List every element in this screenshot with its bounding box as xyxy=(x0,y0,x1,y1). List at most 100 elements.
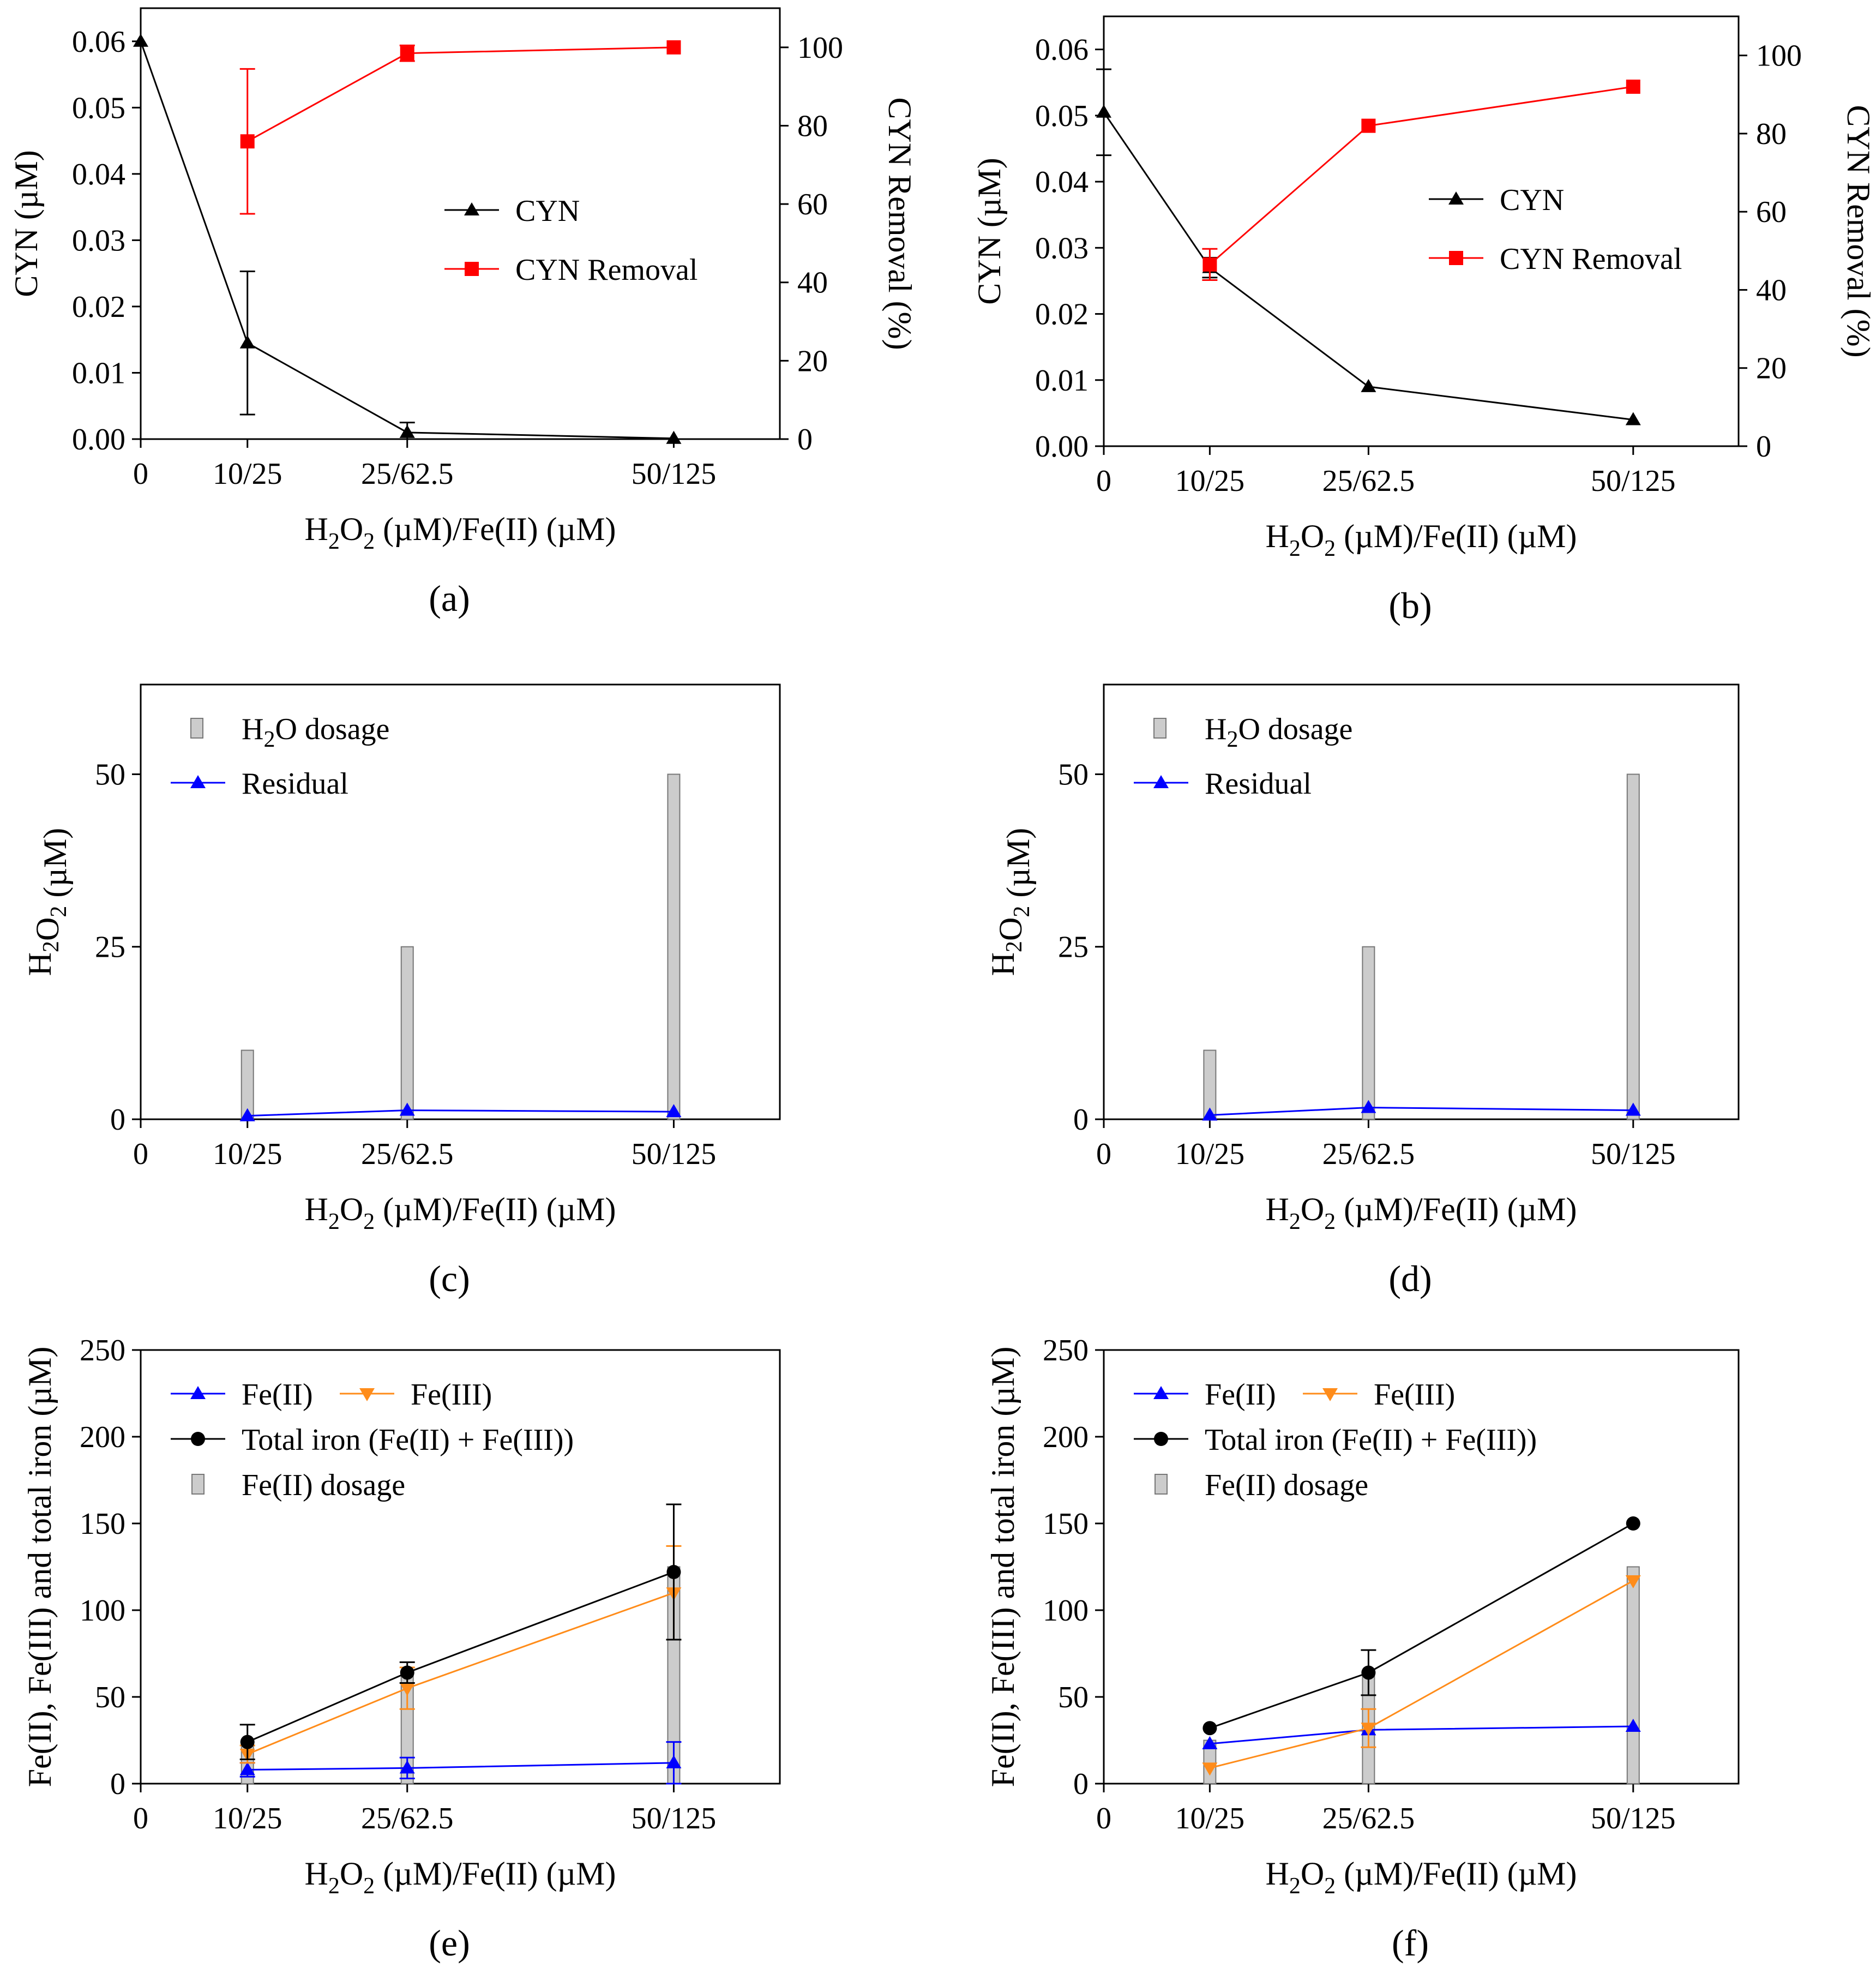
y-tick-label: 150 xyxy=(80,1507,125,1541)
x-axis-label: H2O2 (µM)/Fe(II) (µM) xyxy=(1265,1191,1577,1234)
x-tick-label: 50/125 xyxy=(1591,1137,1676,1171)
y-tick-label: 0.02 xyxy=(72,290,125,324)
panel-a: 0 10/25 25/62.5 50/125 0.00 0.01 0.02 0.03 0.04 0… xyxy=(8,7,918,619)
y-right-tick-label: 100 xyxy=(797,31,843,65)
y-tick-label: 0 xyxy=(110,1103,125,1137)
series-line xyxy=(1103,111,1633,421)
panel-f: 0 10/25 25/62.5 50/125 0 50 100 150 200 250 Fe(II)… xyxy=(985,1334,1740,1964)
legend-label: Total iron (Fe(II) + Fe(III)) xyxy=(1205,1423,1537,1457)
x-tick-label: 50/125 xyxy=(1591,1802,1676,1835)
legend-label-part: H xyxy=(242,712,263,746)
y-axis-label-part: 2 xyxy=(46,906,71,917)
x-axis-label-part: 2 xyxy=(328,1209,340,1234)
data-point xyxy=(1361,118,1376,133)
x-tick-label: 0 xyxy=(133,1802,148,1835)
x-axis-label-part: (µM)/Fe(II) (µM) xyxy=(375,1191,616,1227)
data-point xyxy=(1202,1762,1218,1776)
x-tick-label: 10/25 xyxy=(1175,464,1245,498)
data-point xyxy=(240,134,255,149)
y-tick-label: 200 xyxy=(80,1420,125,1454)
x-tick-label: 25/62.5 xyxy=(1322,1137,1415,1171)
x-axis-label-part: 2 xyxy=(1289,1209,1301,1234)
series-line xyxy=(1209,86,1633,266)
data-point xyxy=(1625,1719,1641,1732)
data-point xyxy=(666,40,681,55)
bar-dosage xyxy=(400,946,414,1120)
x-tick-label: 10/25 xyxy=(213,1137,282,1171)
x-axis-label-part: O xyxy=(340,511,363,547)
x-axis-label-part: 2 xyxy=(1324,536,1336,561)
data-point xyxy=(1361,1665,1376,1680)
legend-label-part: dosage xyxy=(1260,712,1353,746)
y-axis-label-part: (µM) xyxy=(1000,828,1036,906)
x-axis-label-part: 2 xyxy=(363,1209,375,1234)
legend-marker xyxy=(464,202,479,215)
data-point xyxy=(399,1102,415,1116)
y-right-tick-label: 60 xyxy=(797,188,828,221)
legend-marker xyxy=(465,262,479,276)
x-tick-label: 25/62.5 xyxy=(361,1137,454,1171)
x-tick-label: 50/125 xyxy=(632,1802,717,1835)
x-tick-label: 10/25 xyxy=(1175,1802,1245,1835)
legend-marker xyxy=(1154,1432,1168,1446)
data-point xyxy=(666,1104,682,1118)
data-point xyxy=(1625,412,1641,425)
panel-b: 0 10/25 25/62.5 50/125 0.00 0.01 0.02 0.03 0.04 0… xyxy=(971,15,1876,626)
y-tick-label: 0.02 xyxy=(1035,298,1089,332)
legend-marker xyxy=(191,1432,205,1446)
data-point xyxy=(399,424,415,438)
y-tick-label: 0.03 xyxy=(72,224,125,257)
x-axis-label-part: 2 xyxy=(328,1874,340,1899)
x-axis-label-part: 2 xyxy=(363,1874,375,1899)
data-point xyxy=(666,430,682,444)
plot-frame xyxy=(140,683,781,1120)
legend-label: H2O dosage xyxy=(242,712,389,752)
x-tick-label: 0 xyxy=(1096,464,1111,498)
legend-bar-swatch xyxy=(190,718,203,739)
legend-label-part: O xyxy=(275,712,297,746)
y-axis-label-part: H xyxy=(985,952,1021,976)
y-tick-label: 50 xyxy=(95,758,125,791)
legend-marker xyxy=(1153,1386,1169,1399)
x-axis-label-part: H xyxy=(1265,1191,1289,1227)
legend-label: Fe(II) dosage xyxy=(1205,1468,1368,1502)
y-right-axis-label: CYN Removal (%) xyxy=(882,97,918,350)
y-axis-label: Fe(II), Fe(III) and total iron (µM) xyxy=(22,1347,58,1787)
x-axis-label-part: 2 xyxy=(1324,1209,1336,1234)
series-line xyxy=(247,1592,674,1755)
y-right-tick-label: 0 xyxy=(1756,430,1771,464)
bar-dosage xyxy=(1626,773,1640,1120)
y-right-tick-label: 100 xyxy=(1756,39,1802,73)
y-right-tick-label: 80 xyxy=(1756,117,1787,151)
legend-label: CYN Removal xyxy=(515,253,698,287)
x-axis-label-part: (µM)/Fe(II) (µM) xyxy=(1336,1191,1577,1227)
series-line xyxy=(1210,1106,1633,1116)
legend-label: CYN Removal xyxy=(1500,242,1682,276)
plot-frame xyxy=(1103,683,1740,1120)
x-axis-label-part: O xyxy=(1301,1856,1324,1892)
x-tick-label: 10/25 xyxy=(1175,1137,1245,1171)
x-axis-label: H2O2 (µM)/Fe(II) (µM) xyxy=(304,1191,616,1234)
y-axis-label: CYN (µM) xyxy=(8,150,44,297)
data-point xyxy=(1202,1721,1217,1736)
series-line xyxy=(1209,1522,1634,1729)
legend: CYN CYN Removal xyxy=(1429,183,1682,276)
y-tick-label: 150 xyxy=(1043,1507,1089,1541)
legend-bar-swatch xyxy=(191,1474,205,1495)
legend-marker xyxy=(1449,251,1463,265)
x-tick-label: 50/125 xyxy=(632,1137,717,1171)
legend-marker xyxy=(1322,1388,1338,1401)
legend-label: CYN xyxy=(515,194,580,228)
y-tick-label: 0.01 xyxy=(1035,364,1089,398)
x-axis-label-part: O xyxy=(340,1856,363,1892)
x-tick-label: 50/125 xyxy=(632,457,717,491)
x-axis-label-part: (µM)/Fe(II) (µM) xyxy=(1336,518,1577,554)
y-right-tick-label: 20 xyxy=(797,344,828,378)
y-tick-label: 0 xyxy=(1073,1103,1089,1137)
y-axis-label-part: O xyxy=(993,917,1029,941)
data-point xyxy=(1625,1102,1641,1116)
data-point xyxy=(1626,79,1640,94)
x-axis-label-part: H xyxy=(304,1191,328,1227)
series-line xyxy=(1210,1580,1634,1769)
